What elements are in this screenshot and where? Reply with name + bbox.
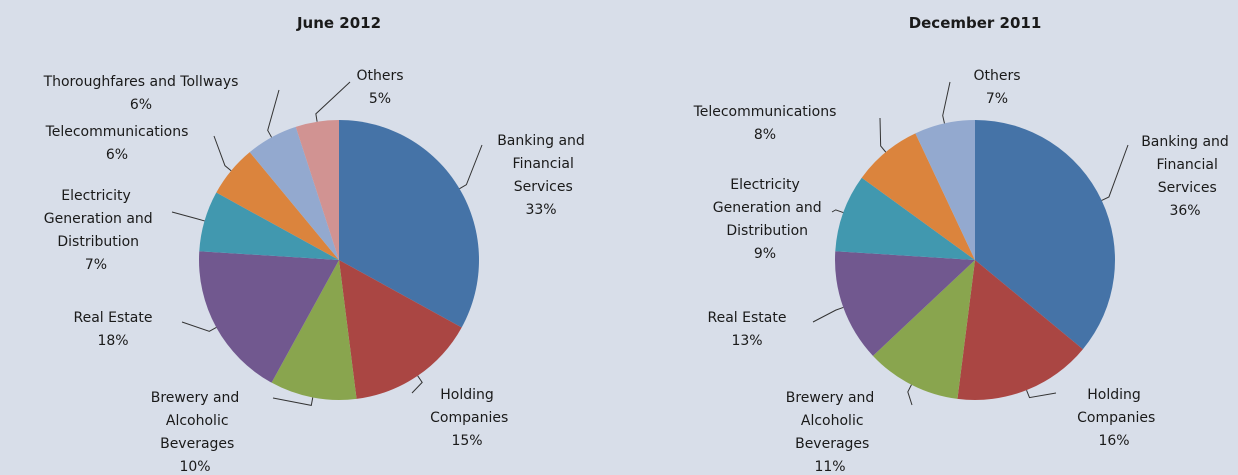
slice-label: Brewery and Alcoholic Beverages <box>786 390 875 452</box>
pie-slice <box>835 251 975 356</box>
value-label: 33% <box>525 202 556 218</box>
pie-slice <box>957 260 1083 400</box>
leader-line <box>315 81 351 122</box>
pie-slice <box>199 192 339 260</box>
leader-line <box>1026 389 1057 399</box>
value-label: 18% <box>97 333 128 349</box>
pie-slice <box>915 120 975 260</box>
slice-label: Electricity Generation and Distribution <box>39 188 152 250</box>
leader-line <box>267 89 280 138</box>
leader-line <box>942 81 951 124</box>
slice-label: Holding Companies <box>1073 387 1156 426</box>
pie-slice <box>249 126 339 261</box>
leader-line <box>907 384 913 406</box>
value-label: 6% <box>130 97 152 113</box>
pie-slice <box>835 177 975 260</box>
value-label: 16% <box>1098 433 1129 449</box>
value-label: 10% <box>179 459 210 475</box>
leader-line <box>1101 144 1129 201</box>
pie-slice <box>339 120 479 328</box>
leader-line <box>459 144 483 190</box>
value-label: 9% <box>754 246 776 262</box>
slice-label: Electricity Generation and Distribution <box>708 177 821 239</box>
leader-line <box>171 211 205 222</box>
value-label: 36% <box>1169 203 1200 219</box>
pie-slice <box>199 251 339 383</box>
slice-label: Thoroughfares and Tollways <box>43 74 239 90</box>
pie-slice <box>861 133 975 260</box>
slice-label: Real Estate <box>708 310 787 326</box>
slice-label: Real Estate <box>74 310 153 326</box>
slice-label: Others <box>356 68 403 84</box>
pie-slice <box>295 120 339 260</box>
slice-label: Banking and Financial Services <box>497 133 585 195</box>
leader-line <box>181 321 217 332</box>
value-label: 15% <box>451 433 482 449</box>
leader-line <box>213 135 232 172</box>
leader-line <box>272 397 314 406</box>
leader-line <box>812 306 844 323</box>
pie-slice <box>975 120 1116 350</box>
value-label: 5% <box>369 91 391 107</box>
pie-slice <box>216 152 339 260</box>
chart-title: December 2011 <box>909 14 1042 32</box>
slice-label: Others <box>973 68 1020 84</box>
slice-label: Brewery and Alcoholic Beverages <box>151 390 240 452</box>
slice-label: Banking and Financial Services <box>1141 134 1229 196</box>
leader-line <box>831 209 844 214</box>
slice-label: Telecommunications <box>693 104 837 120</box>
pie-slice <box>339 260 462 399</box>
value-label: 7% <box>85 257 107 273</box>
value-label: 13% <box>731 333 762 349</box>
slice-label: Holding Companies <box>426 387 509 426</box>
value-label: 7% <box>986 91 1008 107</box>
slice-label: Telecommunications <box>45 124 189 140</box>
value-label: 6% <box>106 147 128 163</box>
value-label: 8% <box>754 127 776 143</box>
value-label: 11% <box>814 459 845 475</box>
chart-title: June 2012 <box>296 14 381 32</box>
leader-line <box>879 117 887 153</box>
leader-line <box>411 375 423 394</box>
pie-slice <box>872 260 975 399</box>
pie-slice <box>271 260 357 400</box>
